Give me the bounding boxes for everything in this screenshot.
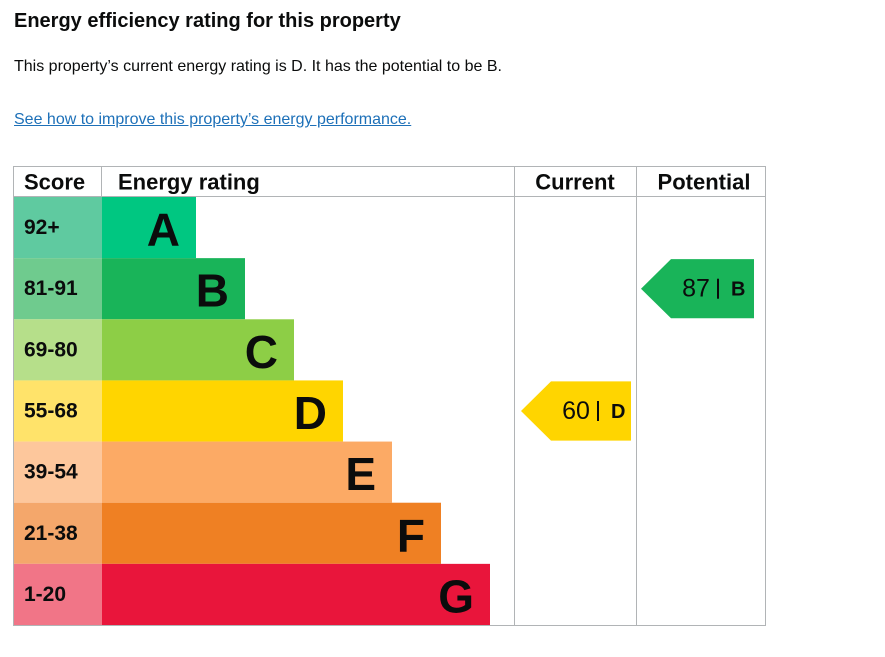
rating-letter: A — [147, 204, 180, 256]
rating-bar — [102, 563, 490, 625]
score-label: 1-20 — [24, 583, 66, 606]
score-label: 21-38 — [24, 522, 78, 545]
rating-bar — [102, 441, 392, 503]
potential-arrow — [641, 259, 754, 319]
rating-letter: D — [294, 387, 327, 439]
description: This property’s current energy rating is… — [14, 58, 502, 75]
rating-letter: B — [196, 265, 229, 317]
score-cell — [14, 197, 102, 259]
rating-bar — [102, 380, 343, 442]
rating-bar — [102, 197, 196, 259]
rating-bar — [102, 319, 294, 381]
rating-bar — [102, 502, 441, 564]
score-label: 69-80 — [24, 338, 78, 361]
current-arrow — [521, 381, 631, 441]
potential-score: 87 — [682, 275, 710, 303]
score-cell — [14, 563, 102, 625]
rating-letter: G — [438, 570, 474, 622]
improve-link[interactable]: See how to improve this property’s energ… — [14, 111, 412, 128]
potential-letter: B — [731, 279, 745, 301]
column-header: Energy rating — [118, 170, 260, 195]
column-header: Score — [24, 170, 85, 195]
table-border — [13, 166, 766, 626]
rating-letter: F — [397, 509, 425, 561]
rating-letter: C — [245, 326, 278, 378]
column-header: Potential — [658, 170, 751, 195]
score-label: 92+ — [24, 216, 60, 239]
current-score: 60 — [562, 397, 590, 425]
score-cell — [14, 380, 102, 442]
score-cell — [14, 502, 102, 564]
rating-letter: E — [345, 448, 376, 500]
rating-bar — [102, 258, 245, 320]
score-label: 39-54 — [24, 461, 78, 484]
score-label: 81-91 — [24, 277, 78, 300]
score-cell — [14, 258, 102, 320]
score-cell — [14, 441, 102, 503]
current-letter: D — [611, 401, 625, 423]
column-header: Current — [535, 170, 615, 195]
score-label: 55-68 — [24, 400, 78, 423]
score-cell — [14, 319, 102, 381]
title: Energy efficiency rating for this proper… — [14, 10, 401, 32]
